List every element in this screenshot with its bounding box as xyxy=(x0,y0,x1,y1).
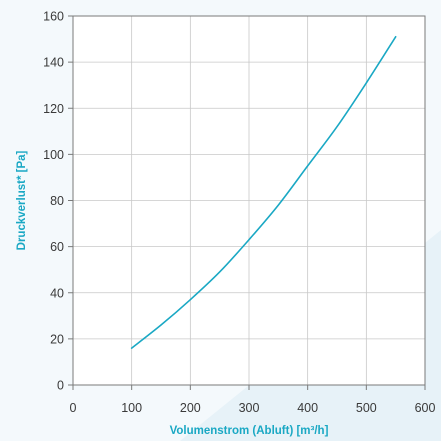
x-tick-label-400: 400 xyxy=(297,401,318,415)
axes xyxy=(68,15,426,390)
y-axis-label: Druckverlust* [Pa] xyxy=(16,150,28,250)
series-layer xyxy=(130,35,397,349)
y-tick-label-40: 40 xyxy=(50,286,64,300)
x-axis-label: Volumenstrom (Abluft) [m³/h] xyxy=(170,425,329,437)
y-tick-label-80: 80 xyxy=(50,194,64,208)
y-tick-label-60: 60 xyxy=(50,240,64,254)
y-tick-label-0: 0 xyxy=(57,379,64,393)
grid-lines xyxy=(73,16,425,385)
x-tick-label-100: 100 xyxy=(121,401,142,415)
y-tick-label-120: 120 xyxy=(43,102,64,116)
x-tick-label-600: 600 xyxy=(415,401,436,415)
x-tick-label-200: 200 xyxy=(180,401,201,415)
x-tick-label-0: 0 xyxy=(70,401,77,415)
y-tick-labels: 0 20 40 60 80 100 120 140 160 xyxy=(43,10,64,393)
y-tick-label-20: 20 xyxy=(50,332,64,346)
series-line-0 xyxy=(130,35,397,349)
y-tick-label-140: 140 xyxy=(43,56,64,70)
y-tick-label-100: 100 xyxy=(43,148,64,162)
y-tick-label-160: 160 xyxy=(43,10,64,24)
x-tick-label-500: 500 xyxy=(356,401,377,415)
x-tick-label-300: 300 xyxy=(239,401,260,415)
x-tick-labels: 0 100 200 300 400 500 600 xyxy=(70,401,436,415)
